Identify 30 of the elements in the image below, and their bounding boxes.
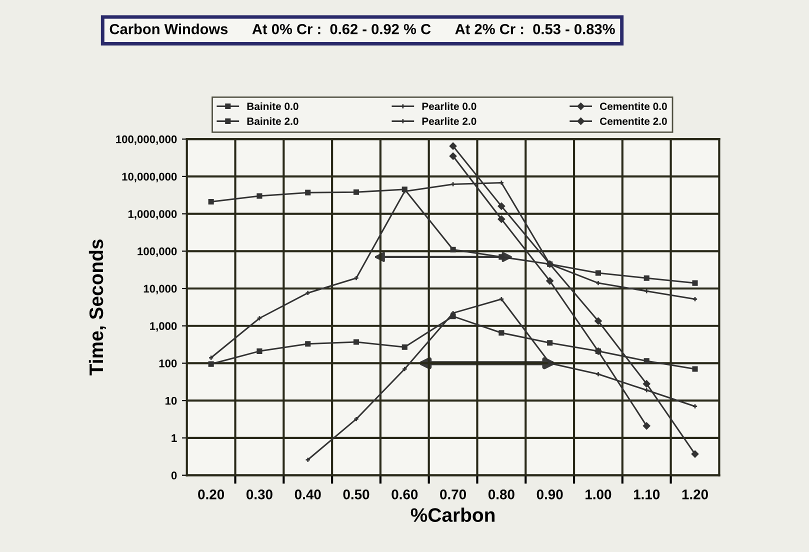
y-tick-label: 10	[166, 396, 177, 405]
x-tick-label: 0.80	[488, 490, 514, 500]
y-tick-label: 1	[172, 434, 177, 442]
legend-label: Bainite 2.0	[247, 117, 298, 125]
x-tick-label: 1.00	[586, 490, 612, 500]
legend-label: Bainite 0.0	[247, 102, 298, 110]
x-tick-label: 0.90	[536, 490, 563, 500]
y-tick-label: 10,000,000	[122, 172, 177, 182]
y-tick-label: 100,000	[138, 247, 177, 257]
x-tick-label: 0.20	[198, 490, 224, 500]
x-tick-label: 0.40	[294, 490, 321, 500]
chart-title: Carbon Windows At 0% Cr : 0.62 - 0.92 % C At 2% Cr : 0.53 - 0.83%	[110, 24, 615, 34]
y-tick-label: 1,000,000	[128, 210, 177, 220]
x-tick-label: 1.10	[634, 490, 660, 500]
y-tick-label: 1,000	[150, 322, 177, 332]
legend-label: Pearlite 0.0	[422, 102, 476, 110]
y-tick-label: 10,000	[144, 284, 177, 294]
legend-label: Cementite 0.0	[600, 102, 667, 110]
y-tick-label: 0	[171, 472, 177, 480]
legend-label: Cementite 2.0	[600, 117, 667, 125]
y-tick-label: 100,000,000	[116, 135, 177, 145]
y-axis-title: Time, Seconds	[88, 240, 106, 376]
y-tick-label: 100	[159, 359, 177, 368]
x-tick-label: 1.20	[682, 490, 708, 500]
x-tick-label: 0.70	[440, 490, 466, 500]
legend-label: Pearlite 2.0	[422, 117, 476, 125]
x-tick-label: 0.60	[392, 490, 418, 500]
x-tick-label: 0.30	[246, 490, 272, 500]
x-axis-title: %Carbon	[410, 508, 495, 522]
x-tick-label: 0.50	[343, 490, 370, 500]
